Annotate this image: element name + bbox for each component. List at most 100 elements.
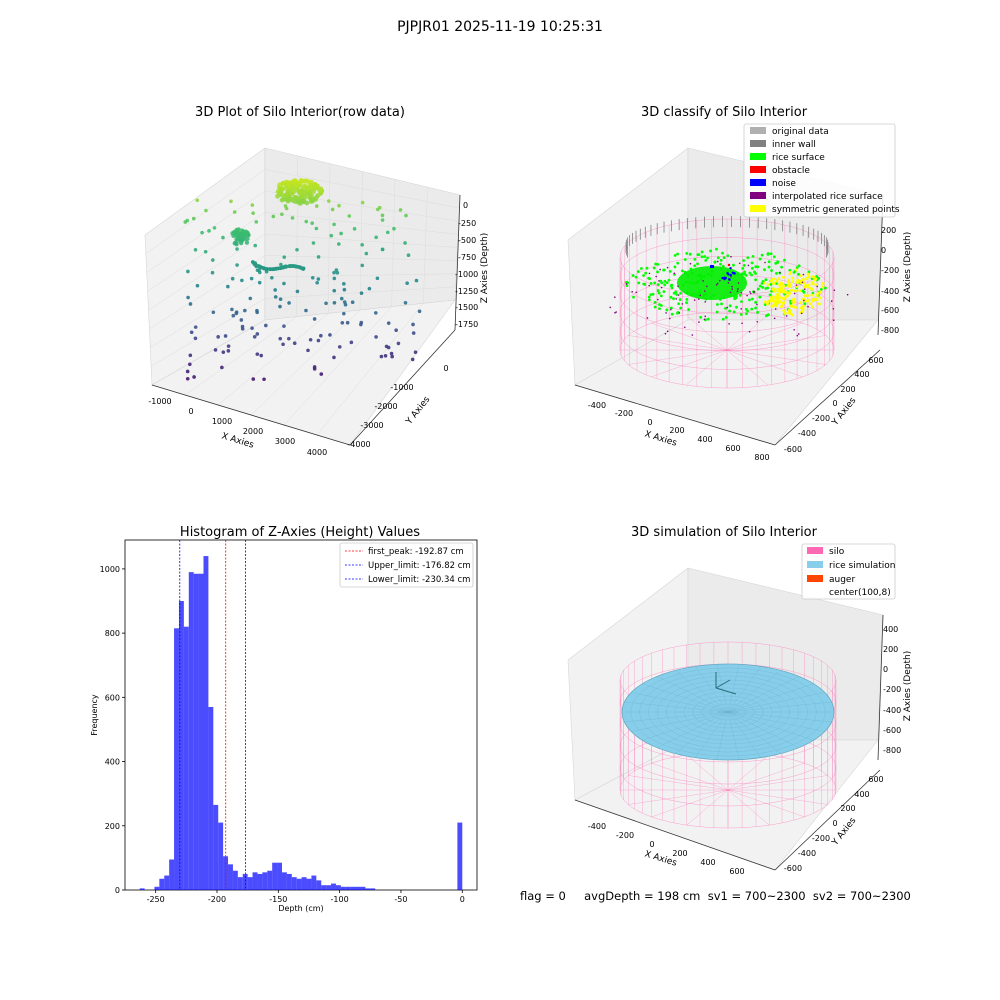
- raw-data-point: [360, 243, 364, 247]
- raw-data-point: [279, 197, 285, 203]
- classify-silo-spoke: [726, 349, 769, 386]
- raw-data-point: [332, 355, 336, 360]
- raw-data-point: [221, 235, 225, 240]
- classify-interpolated-point: [677, 294, 680, 296]
- classify-interpolated-point: [715, 284, 718, 286]
- raw-data-point: [332, 300, 337, 305]
- raw-data-point: [290, 216, 295, 220]
- raw-data-point: [188, 302, 193, 306]
- simulation-rice-mesh: [727, 676, 799, 713]
- simulation-silo-spoke: [628, 775, 729, 791]
- classify-symmetric-point: [818, 296, 822, 300]
- classify-noise-point: [729, 266, 732, 270]
- classify-interpolated-point: [699, 294, 702, 297]
- simulation-ztick-label: 0: [883, 665, 888, 674]
- classify-interpolated-point: [730, 255, 732, 258]
- histogram-xtick-label: -200: [208, 895, 226, 904]
- raw-data-point: [193, 336, 198, 341]
- raw-data-point: [290, 186, 295, 191]
- histogram-bar: [370, 888, 376, 890]
- classify-rice-point: [631, 274, 635, 277]
- legend-label-inner-wall: inner wall: [772, 140, 816, 150]
- classify-interpolated-point: [830, 300, 833, 302]
- raw-xtick-label: 1000: [212, 417, 232, 426]
- classify-rice-surface-core: [677, 266, 747, 300]
- classify-rice-point: [746, 256, 750, 260]
- classify-x-ticks: -400 -200 0 200 400 600 800: [588, 401, 770, 462]
- classify-interpolated-point: [726, 306, 729, 309]
- classify-rice-point: [765, 314, 768, 318]
- classify-ztick-label: -600: [881, 306, 899, 315]
- simulation-xtick-label: -400: [588, 822, 606, 831]
- histogram-bar: [198, 573, 204, 890]
- classify-rice-point: [758, 295, 762, 299]
- classify-rice-point: [739, 313, 743, 316]
- histogram-xtick-label: -100: [331, 895, 349, 904]
- legend-label-rice-surface: rice surface: [772, 153, 825, 163]
- raw-data-point: [284, 206, 289, 211]
- classify-interpolated-point: [773, 317, 776, 320]
- histogram-bar: [228, 864, 233, 890]
- classify-interpolated-point: [833, 289, 836, 291]
- raw-panel-title: 3D Plot of Silo Interior(row data): [195, 105, 405, 120]
- classify-silo-spoke: [726, 322, 803, 351]
- histogram-bar: [306, 878, 312, 890]
- classify-interpolated-point: [706, 285, 708, 288]
- classify-rice-point: [764, 278, 768, 282]
- raw-data-point: [183, 220, 188, 224]
- classify-noise-point: [733, 272, 736, 275]
- classify-symmetric-point: [779, 305, 783, 309]
- classify-symmetric-point: [771, 277, 775, 281]
- classify-interpolated-point: [658, 280, 660, 282]
- classify-y-axis-line: [774, 349, 881, 446]
- classify-symmetric-point: [765, 302, 769, 306]
- raw-data-point: [299, 179, 305, 185]
- raw-data-point: [282, 324, 286, 328]
- classify-rice-point: [667, 278, 671, 282]
- raw-data-point: [410, 357, 415, 362]
- classify-interpolated-point: [666, 266, 669, 269]
- raw-3d-axes-box: [144, 147, 461, 446]
- simulation-y-axis-line: [774, 769, 881, 871]
- classify-noise-point: [729, 273, 732, 277]
- classify-interpolated-point: [749, 292, 752, 295]
- raw-data-point: [275, 193, 280, 199]
- raw-grid-line: [217, 313, 329, 406]
- raw-data-point: [193, 325, 198, 329]
- raw-data-point: [332, 270, 336, 275]
- raw-data-point: [279, 262, 283, 267]
- classify-symmetric-point: [769, 279, 773, 283]
- histogram-bar: [277, 862, 282, 890]
- classify-symmetric-point: [815, 298, 819, 302]
- histogram-legend: first_peak: -192.87 cm Upper_limit: -176…: [339, 542, 474, 588]
- classify-interpolated-point: [716, 260, 719, 263]
- simulation-rice-mesh: [657, 711, 729, 748]
- raw-data-point: [287, 301, 291, 305]
- simulation-silo-spoke: [686, 789, 729, 826]
- classify-symmetric-point: [790, 313, 794, 317]
- simulation-auger-axis: [715, 679, 731, 689]
- classify-interpolated-point: [668, 317, 671, 320]
- raw-data-point: [289, 191, 295, 197]
- classify-symmetric-point: [782, 284, 786, 288]
- raw-data-point: [403, 300, 408, 305]
- raw-data-point: [280, 192, 285, 198]
- classify-interpolated-point: [779, 271, 781, 274]
- raw-data-point: [302, 189, 307, 195]
- raw-data-point: [252, 334, 257, 339]
- raw-data-point: [236, 227, 241, 232]
- raw-data-point: [414, 278, 419, 283]
- classify-rice-point: [693, 264, 697, 268]
- simulation-rice-mesh: [695, 711, 729, 758]
- raw-data-point: [223, 334, 228, 338]
- classify-obstacle-point: [727, 263, 731, 267]
- histogram-bar: [262, 872, 268, 890]
- classify-rice-point: [670, 312, 674, 316]
- simulation-silo-spoke: [628, 789, 729, 805]
- raw-data-point: [264, 323, 268, 328]
- raw-xtick-label: 3000: [275, 437, 295, 446]
- classify-rice-point: [656, 283, 660, 286]
- raw-data-point: [389, 351, 394, 356]
- classify-rice-point: [721, 317, 725, 321]
- classify-rice-point: [696, 262, 699, 266]
